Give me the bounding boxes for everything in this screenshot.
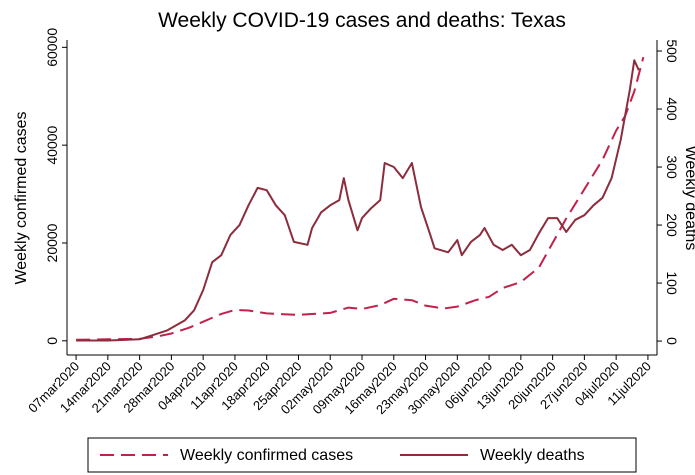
y-tick-label: 20000 bbox=[44, 223, 60, 262]
legend-label: Weekly confirmed cases bbox=[180, 447, 353, 464]
legend-box bbox=[87, 437, 637, 473]
y2-axis-title: Weekly deaths bbox=[682, 146, 695, 251]
y-tick-label: 60000 bbox=[44, 28, 60, 67]
series-line bbox=[76, 56, 645, 341]
y-tick-label: 40000 bbox=[44, 125, 60, 164]
y2-tick-label: 200 bbox=[664, 213, 680, 237]
y2-tick-label: 500 bbox=[664, 39, 680, 63]
y-axis-title: Weekly confirmed cases bbox=[13, 111, 30, 284]
y2-tick-label: 0 bbox=[664, 337, 680, 345]
series-line bbox=[76, 59, 640, 342]
y2-tick-label: 100 bbox=[664, 271, 680, 295]
legend-label: Weekly deaths bbox=[480, 447, 585, 464]
y2-tick-label: 300 bbox=[664, 155, 680, 179]
y2-tick-label: 400 bbox=[664, 97, 680, 121]
y-tick-label: 0 bbox=[44, 337, 60, 345]
chart-title: Weekly COVID-19 cases and deaths: Texas bbox=[158, 9, 566, 32]
